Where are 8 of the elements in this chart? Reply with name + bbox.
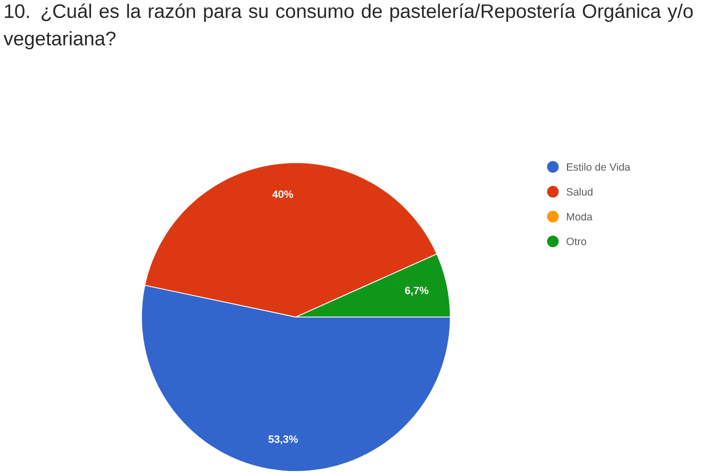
legend-label: Otro bbox=[566, 238, 586, 246]
data-label: 53,3% bbox=[268, 435, 298, 444]
data-label: 6,7% bbox=[405, 286, 428, 296]
legend-label: Salud bbox=[566, 188, 592, 196]
legend-label: Estilo de Vida bbox=[566, 163, 630, 171]
data-label: 40% bbox=[272, 190, 293, 198]
chart-title: 10. ¿Cuál es la razón para su consumo de pastelería/Repostería Orgánica y/o vegetariana? bbox=[4, 4, 693, 50]
legend-label: Moda bbox=[566, 212, 592, 221]
